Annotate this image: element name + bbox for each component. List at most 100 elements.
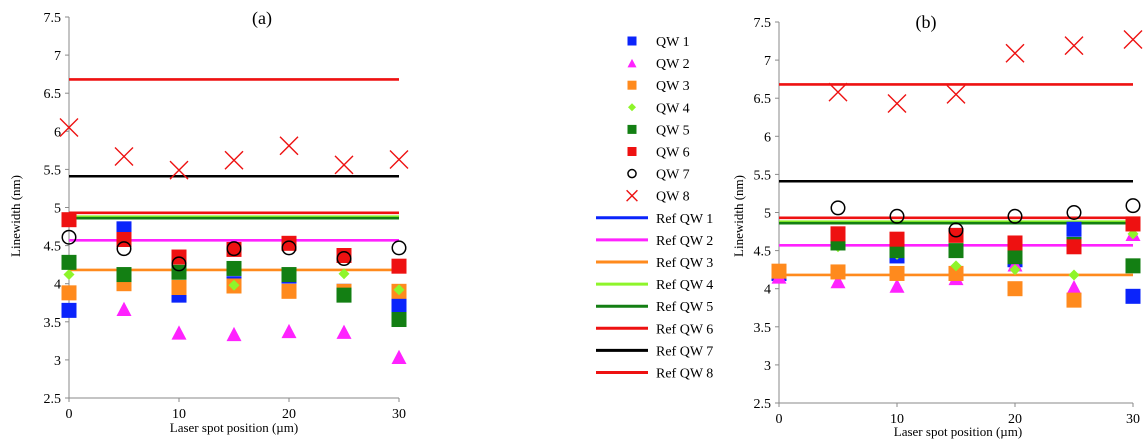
panel-b-point-qw-6 — [948, 227, 964, 243]
panel-a-point-qw-8 — [279, 136, 299, 156]
panel-a-point-qw-6 — [281, 235, 297, 251]
legend-label-ref-qw-4: Ref QW 4 — [656, 278, 713, 293]
panel-a-xtick-label: 30 — [392, 407, 406, 422]
panel-b-series-qw-3 — [771, 216, 1141, 308]
panel-a-point-qw-8 — [169, 160, 189, 180]
panel-a-ytick-label: 6.5 — [44, 87, 62, 102]
legend-swatch-qw-8 — [626, 189, 638, 202]
panel-b-point-qw-5 — [1007, 249, 1023, 265]
panel-a-point-qw-2 — [391, 349, 407, 364]
panel-b-point-qw-6 — [830, 226, 846, 242]
panel-a-point-qw-8 — [334, 155, 354, 175]
panel-a-xtick-label: 20 — [282, 407, 296, 422]
panel-b: (b) Linewidth (nm) Laser spot position (… — [731, 12, 1143, 439]
panel-b-point-qw-2 — [1066, 280, 1082, 295]
panel-b-point-qw-4 — [1068, 269, 1080, 281]
legend-label-qw-1: QW 1 — [656, 35, 690, 50]
panel-b-point-qw-8 — [887, 94, 907, 114]
panel-b-point-qw-3 — [948, 265, 964, 281]
legend-swatch-qw-3 — [627, 80, 637, 90]
legend-label-qw-3: QW 3 — [656, 79, 690, 94]
panel-b-point-qw-8 — [828, 82, 848, 102]
panel-b-point-qw-7 — [1066, 205, 1082, 220]
panel-a-point-qw-5 — [171, 264, 187, 280]
panel-a-title: (a) — [252, 8, 272, 29]
panel-a-point-qw-3 — [61, 285, 77, 301]
panel-b-point-qw-6 — [1066, 239, 1082, 255]
legend-label-qw-5: QW 5 — [656, 123, 690, 138]
panel-a-point-qw-5 — [391, 312, 407, 328]
panel-b-xlabel: Laser spot position (µm) — [894, 424, 1022, 439]
panel-a-point-qw-2 — [116, 301, 132, 316]
panel-a-point-qw-6 — [226, 241, 242, 257]
legend-label-ref-qw-6: Ref QW 6 — [656, 322, 713, 337]
panel-b-series-qw-4 — [832, 228, 1139, 281]
panel-b-point-qw-7 — [830, 200, 846, 216]
panel-b-ytick-label: 7 — [764, 54, 771, 69]
panel-b-series-qw-8 — [828, 30, 1143, 114]
panel-a-series-qw-5 — [61, 254, 407, 328]
panel-b-point-qw-7 — [1007, 208, 1023, 224]
panel-a-point-qw-5 — [336, 287, 352, 303]
panel-b-ytick-label: 6 — [764, 130, 771, 145]
panel-b-point-qw-6 — [889, 231, 905, 247]
panel-a-ytick-label: 3 — [54, 354, 61, 369]
panel-a-series-qw-7 — [61, 229, 407, 272]
panel-a-ytick-label: 3.5 — [44, 316, 62, 331]
panel-a-ylabel: Linewidth (nm) — [8, 175, 23, 257]
panel-b-point-qw-5 — [1125, 258, 1141, 274]
panel-a-ytick-label: 4.5 — [44, 240, 62, 255]
panel-b-series-qw-6 — [830, 216, 1141, 255]
panel-a-series-qw-8 — [59, 117, 409, 180]
panel-a-point-qw-8 — [389, 149, 409, 169]
panel-a-point-qw-7 — [391, 240, 407, 256]
panel-b-point-qw-4 — [1009, 264, 1021, 276]
panel-b-xtick-label: 20 — [1008, 412, 1022, 427]
legend-swatch-qw-5 — [627, 124, 637, 134]
panel-a-xtick-label: 10 — [172, 407, 186, 422]
panel-b-series-qw-5 — [830, 235, 1141, 274]
panel-b-title: (b) — [916, 12, 937, 33]
panel-a-ytick-label: 2.5 — [44, 392, 62, 407]
panel-b-point-qw-3 — [1007, 281, 1023, 297]
legend-label-ref-qw-7: Ref QW 7 — [656, 344, 713, 359]
panel-a-point-qw-5 — [226, 260, 242, 276]
panel-a-point-qw-5 — [116, 267, 132, 283]
panel-a-point-qw-8 — [114, 146, 134, 166]
panel-b-ytick-label: 3 — [764, 359, 771, 374]
panel-b-point-qw-3 — [1066, 292, 1082, 308]
panel-a-ytick-label: 5.5 — [44, 163, 62, 178]
panel-a-point-qw-1 — [391, 297, 407, 313]
panel-b-ytick-label: 4.5 — [754, 245, 772, 260]
panel-b-xtick-label: 10 — [890, 412, 904, 427]
panel-a-point-qw-7 — [281, 240, 297, 256]
panel-b-point-qw-8 — [1123, 30, 1143, 50]
panel-a-point-qw-7 — [226, 241, 242, 257]
panel-b-xtick-label: 0 — [776, 412, 783, 427]
panel-a-ytick-label: 6 — [54, 125, 61, 140]
panel-a-point-qw-4 — [63, 269, 75, 281]
panel-a-series-qw-2 — [116, 301, 407, 364]
panel-b-point-qw-8 — [1005, 43, 1025, 63]
panel-a-point-qw-5 — [281, 267, 297, 283]
legend-label-qw-2: QW 2 — [656, 57, 690, 72]
panel-a-point-qw-4 — [228, 279, 240, 291]
legend-label-ref-qw-8: Ref QW 8 — [656, 367, 713, 382]
panel-b-ytick-label: 6.5 — [754, 92, 772, 107]
panel-b-point-qw-6 — [1125, 216, 1141, 232]
legend-swatch-qw-6 — [627, 147, 637, 156]
panel-b-point-qw-3 — [830, 264, 846, 280]
panel-b-ytick-label: 5 — [764, 207, 771, 222]
panel-b-point-qw-4 — [950, 260, 962, 272]
panel-a-point-qw-7 — [116, 241, 132, 257]
panel-b-point-qw-3 — [771, 263, 787, 279]
legend-swatch-qw-7 — [627, 168, 637, 179]
panel-a-point-qw-4 — [338, 268, 350, 280]
panel-a-point-qw-1 — [61, 302, 77, 318]
panel-a-point-qw-8 — [224, 150, 244, 170]
panel-b-point-qw-8 — [946, 84, 966, 104]
panel-a-point-qw-3 — [171, 280, 187, 296]
panel-a-point-qw-2 — [226, 326, 242, 342]
panel-a-point-qw-2 — [336, 324, 352, 339]
